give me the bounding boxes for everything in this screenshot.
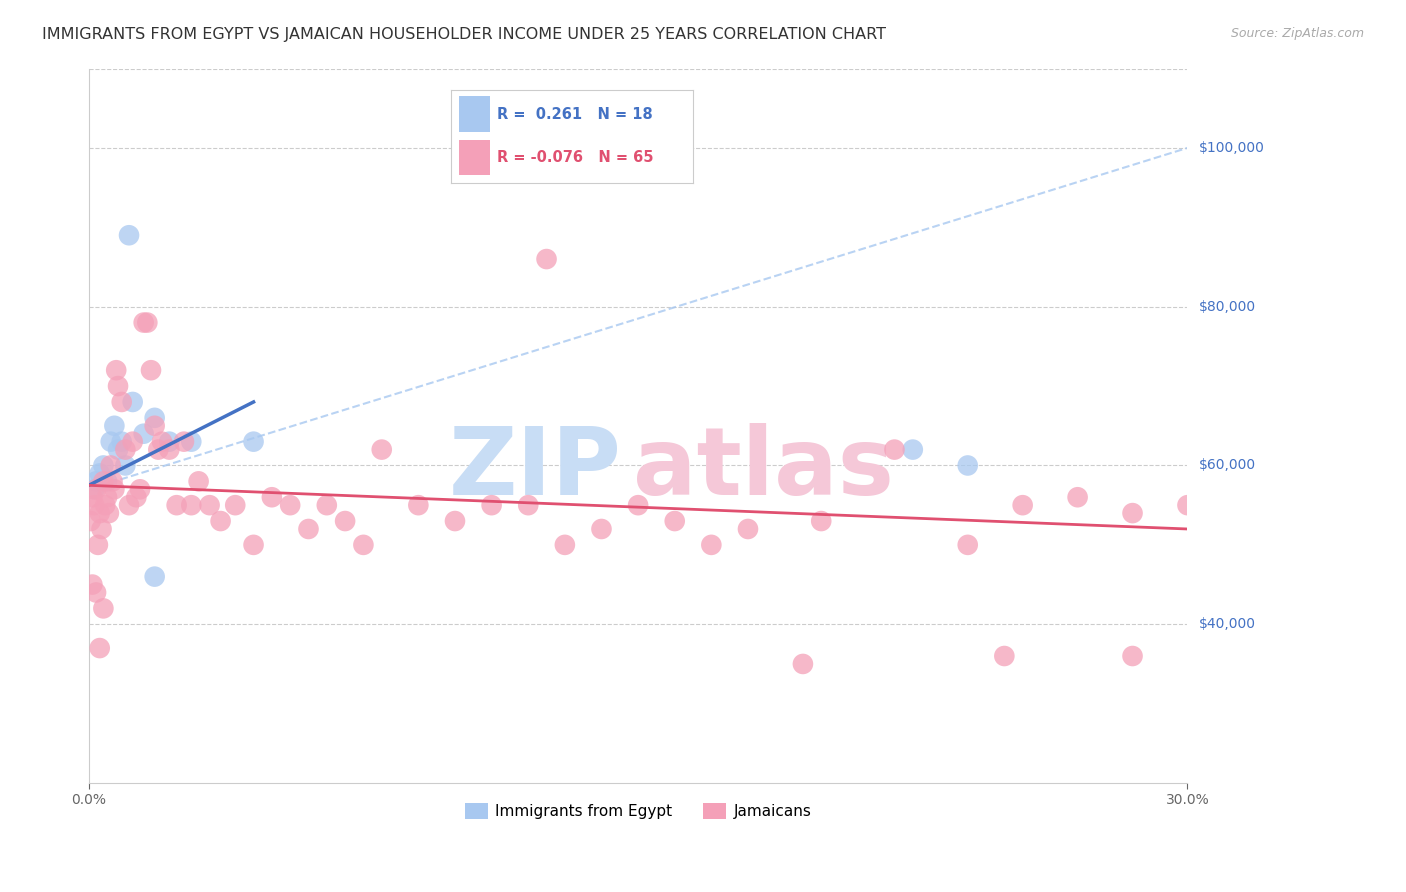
- Point: [125, 490, 148, 504]
- Legend: Immigrants from Egypt, Jamaicans: Immigrants from Egypt, Jamaicans: [458, 797, 817, 825]
- Point: [1066, 490, 1088, 504]
- Point: [103, 483, 125, 497]
- Point: [143, 418, 166, 433]
- Point: [136, 316, 159, 330]
- Text: atlas: atlas: [633, 423, 894, 515]
- Point: [94, 498, 117, 512]
- Point: [157, 442, 180, 457]
- Point: [224, 498, 246, 512]
- Point: [96, 490, 118, 504]
- Point: [101, 475, 124, 489]
- Point: [89, 467, 111, 481]
- Point: [180, 498, 202, 512]
- Point: [132, 426, 155, 441]
- Point: [89, 506, 111, 520]
- Point: [166, 498, 188, 512]
- Point: [132, 316, 155, 330]
- Point: [118, 228, 141, 243]
- Point: [956, 458, 979, 473]
- Point: [139, 363, 162, 377]
- Point: [79, 514, 101, 528]
- Point: [82, 577, 104, 591]
- Point: [180, 434, 202, 449]
- Point: [114, 458, 136, 473]
- Point: [114, 442, 136, 457]
- Text: $80,000: $80,000: [1198, 300, 1256, 314]
- Point: [554, 538, 576, 552]
- Point: [111, 395, 134, 409]
- Point: [297, 522, 319, 536]
- Point: [84, 475, 107, 489]
- Point: [82, 490, 104, 504]
- Point: [481, 498, 503, 512]
- Point: [517, 498, 540, 512]
- Point: [107, 379, 129, 393]
- Point: [1122, 648, 1144, 663]
- Point: [90, 522, 112, 536]
- Point: [143, 569, 166, 583]
- Point: [87, 538, 110, 552]
- Point: [1011, 498, 1033, 512]
- Point: [883, 442, 905, 457]
- Point: [956, 538, 979, 552]
- Point: [148, 442, 170, 457]
- Text: Source: ZipAtlas.com: Source: ZipAtlas.com: [1230, 27, 1364, 40]
- Point: [664, 514, 686, 528]
- Text: $60,000: $60,000: [1198, 458, 1256, 473]
- Point: [352, 538, 374, 552]
- Point: [408, 498, 430, 512]
- Point: [121, 434, 143, 449]
- Point: [173, 434, 195, 449]
- Point: [901, 442, 924, 457]
- Point: [143, 410, 166, 425]
- Point: [260, 490, 283, 504]
- Point: [107, 442, 129, 457]
- Point: [93, 458, 115, 473]
- Point: [627, 498, 650, 512]
- Point: [111, 434, 134, 449]
- Point: [187, 475, 209, 489]
- Point: [96, 475, 118, 489]
- Point: [209, 514, 232, 528]
- Point: [700, 538, 723, 552]
- Text: ZIP: ZIP: [449, 423, 621, 515]
- Point: [93, 475, 115, 489]
- Point: [536, 252, 558, 266]
- Point: [97, 506, 120, 520]
- Point: [84, 585, 107, 599]
- Point: [129, 483, 152, 497]
- Point: [792, 657, 814, 671]
- Point: [315, 498, 337, 512]
- Point: [150, 434, 173, 449]
- Point: [333, 514, 356, 528]
- Text: $40,000: $40,000: [1198, 617, 1256, 632]
- Point: [100, 458, 122, 473]
- Point: [591, 522, 613, 536]
- Point: [810, 514, 832, 528]
- Point: [83, 498, 105, 512]
- Text: IMMIGRANTS FROM EGYPT VS JAMAICAN HOUSEHOLDER INCOME UNDER 25 YEARS CORRELATION : IMMIGRANTS FROM EGYPT VS JAMAICAN HOUSEH…: [42, 27, 886, 42]
- Point: [121, 395, 143, 409]
- Point: [278, 498, 301, 512]
- Point: [1122, 506, 1144, 520]
- Point: [100, 434, 122, 449]
- Point: [105, 363, 128, 377]
- Point: [103, 418, 125, 433]
- Point: [444, 514, 467, 528]
- Point: [1177, 498, 1199, 512]
- Point: [242, 434, 264, 449]
- Point: [371, 442, 394, 457]
- Text: $100,000: $100,000: [1198, 141, 1264, 155]
- Point: [89, 641, 111, 656]
- Point: [93, 601, 115, 615]
- Point: [993, 648, 1015, 663]
- Point: [242, 538, 264, 552]
- Point: [118, 498, 141, 512]
- Point: [83, 483, 105, 497]
- Point: [737, 522, 759, 536]
- Point: [198, 498, 221, 512]
- Point: [157, 434, 180, 449]
- Point: [84, 483, 107, 497]
